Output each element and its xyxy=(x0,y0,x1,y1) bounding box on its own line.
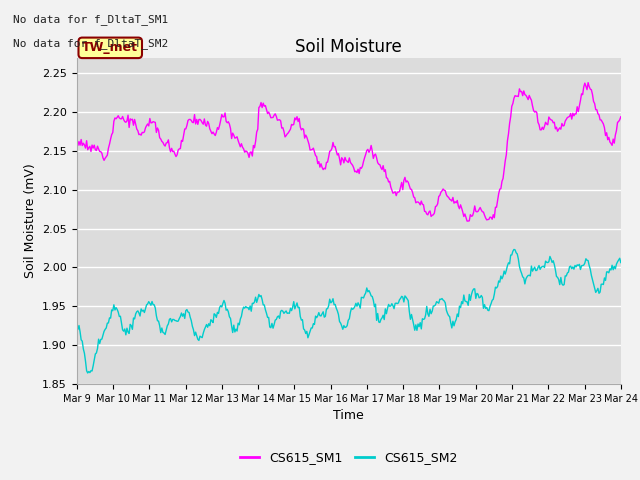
CS615_SM1 xyxy=(73,143,81,148)
CS615_SM1 xyxy=(584,80,592,85)
Text: No data for f_DltaT_SM2: No data for f_DltaT_SM2 xyxy=(13,38,168,49)
CS615_SM2 xyxy=(84,370,92,376)
CS615_SM1 xyxy=(397,184,404,190)
CS615_SM1 xyxy=(332,144,339,149)
CS615_SM1 xyxy=(617,114,625,120)
CS615_SM2 xyxy=(336,319,344,324)
Y-axis label: Soil Moisture (mV): Soil Moisture (mV) xyxy=(24,163,36,278)
CS615_SM1 xyxy=(606,139,614,145)
CS615_SM2 xyxy=(510,247,518,252)
CS615_SM2 xyxy=(606,266,614,272)
Text: TW_met: TW_met xyxy=(82,41,138,54)
CS615_SM1 xyxy=(367,143,375,148)
CS615_SM2 xyxy=(521,281,529,287)
X-axis label: Time: Time xyxy=(333,409,364,422)
Legend: CS615_SM1, CS615_SM2: CS615_SM1, CS615_SM2 xyxy=(236,446,462,469)
CS615_SM2 xyxy=(332,305,340,311)
CS615_SM2 xyxy=(73,323,81,329)
CS615_SM1 xyxy=(335,151,342,156)
CS615_SM1 xyxy=(520,88,527,94)
CS615_SM2 xyxy=(617,260,625,265)
Title: Soil Moisture: Soil Moisture xyxy=(296,38,402,56)
Line: CS615_SM2: CS615_SM2 xyxy=(77,250,621,373)
CS615_SM2 xyxy=(369,294,376,300)
CS615_SM1 xyxy=(463,218,471,224)
Text: No data for f_DltaT_SM1: No data for f_DltaT_SM1 xyxy=(13,14,168,25)
CS615_SM2 xyxy=(398,293,406,299)
Line: CS615_SM1: CS615_SM1 xyxy=(77,83,621,221)
